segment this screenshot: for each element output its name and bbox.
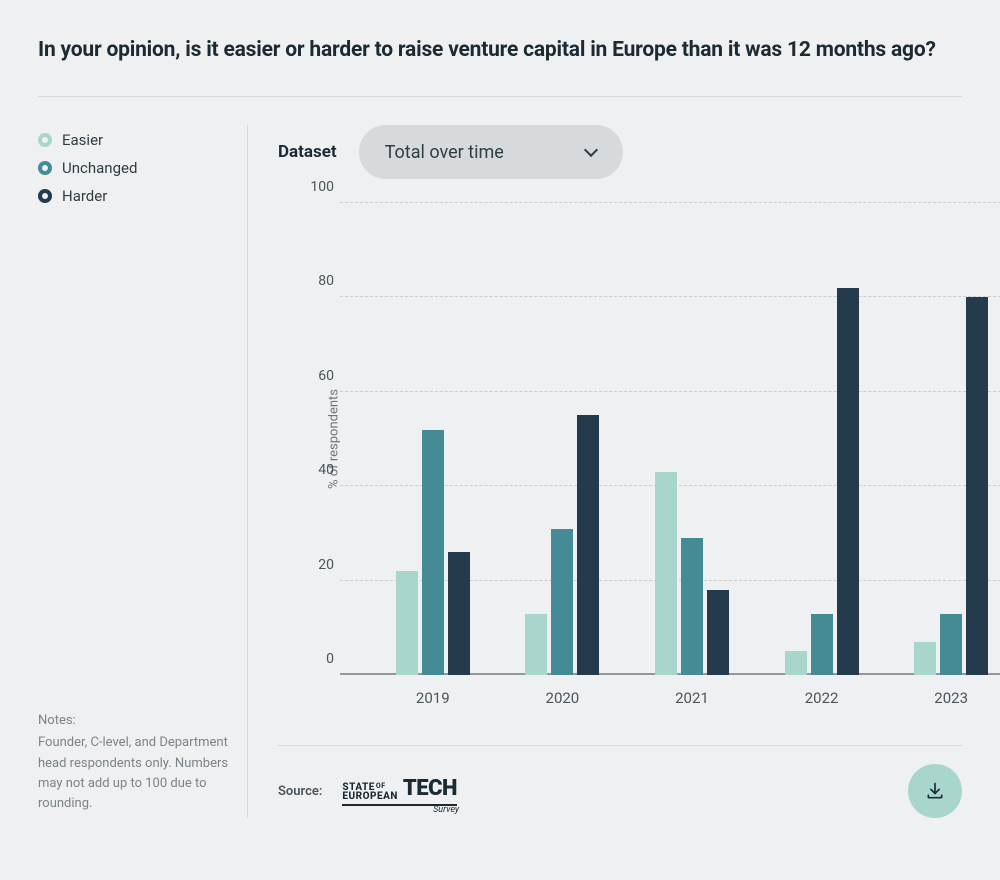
bar[interactable] (707, 590, 729, 675)
bar[interactable] (681, 538, 703, 675)
x-tick-label: 2019 (368, 689, 498, 707)
source-brand: STATEOF EUROPEAN TECH Survey (342, 776, 457, 806)
download-icon (925, 781, 945, 801)
brand-tech: TECH (403, 776, 457, 801)
legend-marker-icon (38, 133, 52, 147)
title-divider (38, 96, 962, 97)
bar[interactable] (577, 415, 599, 675)
dataset-select[interactable]: Total over time (359, 125, 623, 179)
bar[interactable] (914, 642, 936, 675)
x-tick-label: 2020 (498, 689, 628, 707)
bar[interactable] (940, 614, 962, 675)
bar-group (886, 203, 1000, 675)
x-tick-label: 2022 (757, 689, 887, 707)
sidebar: Easier Unchanged Harder Notes: Founder, C-… (38, 125, 248, 818)
chart: % of respondents 020406080100 2019202020… (286, 203, 962, 675)
legend-item[interactable]: Easier (38, 131, 229, 149)
bar[interactable] (551, 529, 573, 675)
y-tick-label: 0 (304, 651, 334, 667)
dataset-label: Dataset (278, 142, 337, 162)
bar[interactable] (422, 430, 444, 675)
bar-group (627, 203, 757, 675)
bar[interactable] (811, 614, 833, 675)
bar[interactable] (655, 472, 677, 675)
bar-group (368, 203, 498, 675)
bar[interactable] (837, 288, 859, 675)
bar[interactable] (448, 552, 470, 675)
legend: Easier Unchanged Harder (38, 125, 229, 205)
legend-item-label: Easier (62, 131, 103, 149)
bar[interactable] (396, 571, 418, 675)
page-title: In your opinion, is it easier or harder … (38, 38, 962, 62)
bar-group (757, 203, 887, 675)
brand-european: EUROPEAN (342, 792, 398, 801)
y-tick-label: 20 (304, 557, 334, 573)
legend-item-label: Unchanged (62, 159, 137, 177)
y-tick-label: 40 (304, 462, 334, 478)
x-tick-label: 2021 (627, 689, 757, 707)
chevron-down-icon (585, 146, 597, 158)
download-button[interactable] (908, 764, 962, 818)
dataset-selected-value: Total over time (385, 142, 504, 163)
bar[interactable] (966, 297, 988, 675)
legend-marker-icon (38, 189, 52, 203)
bar[interactable] (785, 651, 807, 675)
chart-panel: Dataset Total over time % of respondents… (248, 125, 962, 818)
legend-marker-icon (38, 161, 52, 175)
legend-item-label: Harder (62, 187, 107, 205)
legend-item[interactable]: Harder (38, 187, 229, 205)
source-label: Source: (278, 784, 322, 799)
y-tick-label: 60 (304, 368, 334, 384)
bar-groups (368, 203, 1000, 675)
chart-footer: Source: STATEOF EUROPEAN TECH Survey (278, 745, 962, 818)
notes-block: Notes: Founder, C-level, and Department … (38, 711, 229, 818)
x-tick-label: 2023 (886, 689, 1000, 707)
bar[interactable] (525, 614, 547, 675)
y-tick-label: 80 (304, 273, 334, 289)
notes-label: Notes: (38, 711, 229, 731)
x-axis-labels: 20192020202120222023 (368, 689, 1000, 707)
legend-item[interactable]: Unchanged (38, 159, 229, 177)
notes-text: Founder, C-level, and Department head re… (38, 735, 228, 810)
bar-group (498, 203, 628, 675)
brand-survey: Survey (433, 805, 459, 815)
y-tick-label: 100 (304, 179, 334, 195)
